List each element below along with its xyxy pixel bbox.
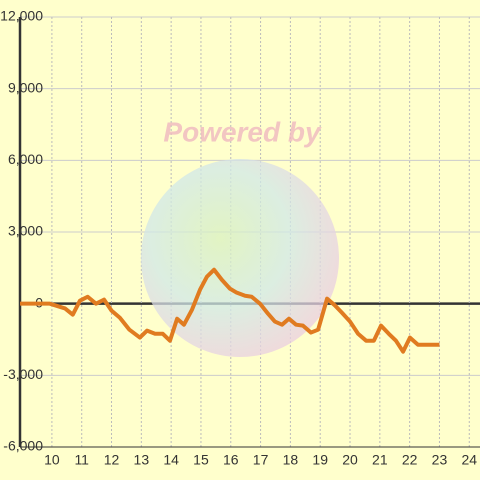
x-tick-label: 22: [402, 452, 418, 468]
x-tick-label: 19: [312, 452, 328, 468]
x-tick-label: 14: [163, 452, 179, 468]
x-tick-label: 24: [461, 452, 477, 468]
y-tick-label: 12,000: [0, 8, 43, 24]
x-tick-label: 10: [44, 452, 60, 468]
y-tick-label: 9,000: [8, 79, 43, 95]
x-tick-label: 16: [223, 452, 239, 468]
x-tick-label: 15: [193, 452, 209, 468]
y-tick-label: -6,000: [3, 438, 43, 454]
x-tick-label: 17: [253, 452, 269, 468]
x-tick-label: 13: [134, 452, 150, 468]
y-tick-label: 3,000: [8, 223, 43, 239]
watermark-text: Powered by: [163, 116, 322, 147]
y-tick-label: 6,000: [8, 151, 43, 167]
x-tick-label: 23: [432, 452, 448, 468]
x-tick-label: 20: [342, 452, 358, 468]
y-tick-label: -3,000: [3, 366, 43, 382]
x-tick-label: 12: [104, 452, 120, 468]
x-tick-label: 18: [283, 452, 299, 468]
x-tick-label: 11: [74, 452, 89, 468]
data-line: [20, 267, 440, 354]
x-tick-label: 21: [372, 452, 388, 468]
watermark-logo: [141, 159, 339, 357]
